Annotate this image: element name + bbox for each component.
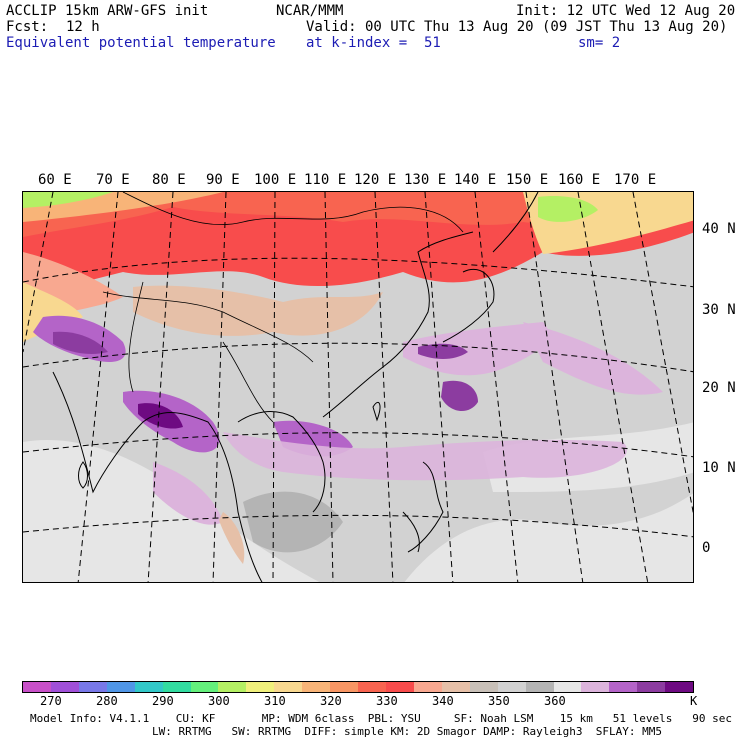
colorbar-tick-label: 310 xyxy=(264,694,286,708)
colorbar-swatch xyxy=(665,682,694,692)
lon-label: 100 E xyxy=(254,172,297,188)
level-label: at k-index = 51 xyxy=(306,35,441,51)
colorbar-swatch xyxy=(441,682,470,692)
lon-label: 150 E xyxy=(506,172,549,188)
colorbar-swatch xyxy=(302,682,331,692)
organization-label: NCAR/MMM xyxy=(276,3,344,19)
colorbar-swatch xyxy=(497,682,526,692)
graticule xyxy=(23,192,693,582)
model-title: ACCLIP 15km ARW-GFS init xyxy=(6,3,209,19)
lat-label: 40 N xyxy=(702,221,736,237)
colorbar-swatch xyxy=(330,682,359,692)
lon-label: 160 E xyxy=(558,172,601,188)
init-time: Init: 12 UTC Wed 12 Aug 20 xyxy=(516,3,736,19)
field-region-mid xyxy=(133,285,383,336)
borders xyxy=(102,192,464,423)
lon-label: 70 E xyxy=(96,172,130,188)
lat-label: 20 N xyxy=(702,380,736,396)
model-info-line-2: LW: RRTMG SW: RRTMG DIFF: simple KM: 2D … xyxy=(152,725,662,738)
colorbar-unit: K xyxy=(690,694,698,708)
map-canvas xyxy=(23,192,693,582)
colorbar-tick-label: 280 xyxy=(96,694,118,708)
colorbar-swatch xyxy=(50,682,79,692)
valid-time: Valid: 00 UTC Thu 13 Aug 20 (09 JST Thu … xyxy=(306,19,728,35)
lon-label: 80 E xyxy=(152,172,186,188)
colorbar-swatch xyxy=(106,682,135,692)
field-region-dark xyxy=(243,491,343,553)
smoothing-label: sm= 2 xyxy=(578,35,621,51)
lon-label: 130 E xyxy=(404,172,447,188)
colorbar-swatch xyxy=(553,682,582,692)
lon-label: 170 E xyxy=(614,172,657,188)
colorbar-swatch xyxy=(637,682,666,692)
colorbar-tick-label: 290 xyxy=(152,694,174,708)
colorbar-swatch xyxy=(134,682,163,692)
field-name: Equivalent potential temperature xyxy=(6,35,276,51)
field-region-light xyxy=(404,493,693,582)
field-region-moist xyxy=(153,462,223,525)
field-region-moist xyxy=(441,380,478,412)
lat-label: 30 N xyxy=(702,302,736,318)
lon-label: 120 E xyxy=(354,172,397,188)
forecast-hour: 12 h xyxy=(66,19,100,35)
forecast-label: Fcst: xyxy=(6,19,49,35)
field-region-moist xyxy=(403,322,549,376)
colorbar-swatch xyxy=(385,682,414,692)
lon-label: 90 E xyxy=(206,172,240,188)
colorbar-swatch xyxy=(246,682,275,692)
field-region-moist xyxy=(53,331,108,355)
colorbar-swatch xyxy=(274,682,303,692)
colorbar-swatch xyxy=(358,682,386,692)
field-region-moist xyxy=(418,343,468,359)
colorbar-tick-label: 360 xyxy=(544,694,566,708)
colorbar xyxy=(22,681,694,693)
colorbar-swatch xyxy=(581,682,610,692)
lon-label: 110 E xyxy=(304,172,347,188)
field-region-warm xyxy=(23,192,113,208)
lat-label: 10 N xyxy=(702,460,736,476)
colorbar-swatch xyxy=(413,682,442,692)
colorbar-tick-label: 350 xyxy=(488,694,510,708)
field-region-moist xyxy=(138,403,183,429)
colorbar-tick-label: 330 xyxy=(376,694,398,708)
colorbar-swatch xyxy=(78,682,107,692)
lat-label: 0 xyxy=(702,540,711,556)
lon-label: 60 E xyxy=(38,172,72,188)
colorbar-swatch xyxy=(525,682,554,692)
colorbar-tick-label: 320 xyxy=(320,694,342,708)
colorbar-swatch xyxy=(190,682,219,692)
colorbar-swatch xyxy=(23,682,51,692)
field-region-cool xyxy=(538,196,598,222)
lon-label: 140 E xyxy=(454,172,497,188)
field-region-light xyxy=(23,440,320,582)
colorbar-tick-label: 340 xyxy=(432,694,454,708)
field-region-warm xyxy=(23,192,693,237)
coastlines xyxy=(52,192,539,582)
model-info-line-1: Model Info: V4.1.1 CU: KF MP: WDM 6class… xyxy=(30,712,732,725)
field-region-mid xyxy=(219,512,245,564)
colorbar-swatch xyxy=(469,682,498,692)
colorbar-swatch xyxy=(218,682,247,692)
colorbar-tick-label: 270 xyxy=(40,694,62,708)
theta-e-map xyxy=(22,191,694,583)
colorbar-swatch xyxy=(609,682,638,692)
colorbar-swatch xyxy=(162,682,191,692)
colorbar-tick-label: 300 xyxy=(208,694,230,708)
